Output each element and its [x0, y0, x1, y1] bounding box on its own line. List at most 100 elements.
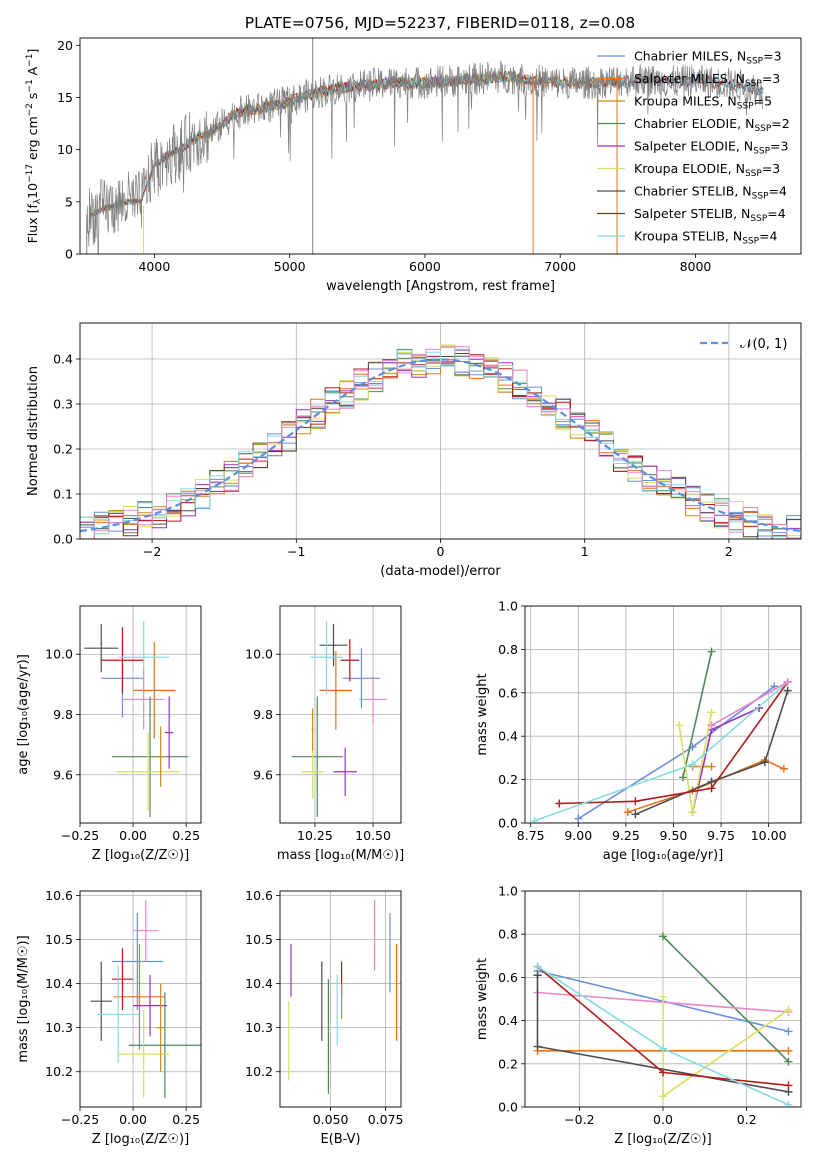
axes-frame — [279, 890, 402, 1108]
plot-area — [80, 891, 201, 1107]
y-tick-label: 10.2 — [45, 1064, 73, 1079]
legend-entry: Chabrier ELODIE, NSSP=2 — [634, 116, 790, 134]
x-tick-label: 0.2 — [737, 1112, 757, 1127]
x-tick-label: 10.00 — [751, 828, 787, 843]
marker-salpeter_stelib — [555, 799, 564, 808]
y-tick-label: 0.2 — [53, 442, 73, 457]
x-tick-label: −0.25 — [61, 828, 99, 843]
legend-entry: Chabrier MILES, NSSP=3 — [634, 49, 782, 67]
panel-z_mass: −0.25 0.00 0.25 10.2 10.3 10.4 10.5 10.6 Z [log₁… — [16, 888, 202, 1147]
x-tick-label: −2 — [143, 544, 161, 559]
axes-frame — [279, 605, 402, 824]
y-tick-label: 10.4 — [45, 976, 73, 991]
marker-chabrier_elodie — [659, 932, 667, 941]
marker-salpeter_miles — [784, 1046, 793, 1055]
y-tick-label: 0.4 — [53, 352, 73, 367]
y-tick-label: 0.0 — [498, 816, 518, 831]
y-tick-label: 0.2 — [498, 772, 518, 787]
y-axis-label: mass weight — [475, 673, 490, 755]
chart-title: PLATE=0756, MJD=52237, FIBERID=0118, z=0… — [245, 14, 635, 32]
y-tick-label: 10.6 — [245, 888, 273, 903]
x-tick-label: −1 — [287, 544, 305, 559]
panel-mass_age: 10.25 10.50 9.6 9.8 10.0 mass [log₁₀(M/M☉)] — [245, 605, 404, 863]
axes-frame — [524, 605, 802, 824]
marker-chabrier_miles — [784, 1027, 793, 1036]
x-tick-label: 9.75 — [707, 828, 735, 843]
legend-entry: Salpeter STELIB, NSSP=4 — [634, 206, 786, 224]
y-tick-label: 10 — [57, 142, 73, 157]
y-tick-label: 1.0 — [498, 599, 518, 614]
y-tick-label: 20 — [57, 38, 73, 53]
marker-salpeter_stelib — [631, 797, 640, 806]
x-tick-label: 0.00 — [119, 1112, 147, 1127]
x-axis-label: mass [log₁₀(M/M☉)] — [277, 848, 404, 863]
y-tick-label: 1.0 — [498, 884, 518, 899]
x-tick-label: 0 — [437, 544, 445, 559]
weight-line-salpeter_miles — [627, 759, 785, 813]
weight-line-chabrier_elodie — [662, 935, 790, 1063]
x-axis-label: (data-model)/error — [380, 564, 501, 579]
histogram-pink — [80, 346, 801, 539]
legend-entry: Kroupa ELODIE, NSSP=3 — [634, 161, 780, 179]
y-tick-label: 10.3 — [245, 1020, 273, 1035]
axes-frame — [79, 37, 802, 255]
marker-salpeter_stelib — [707, 784, 716, 793]
x-tick-label: 5000 — [274, 259, 306, 274]
histogram-kroupa_stelib — [80, 348, 801, 538]
marker-salpeter_stelib — [659, 1068, 667, 1077]
x-tick-label: 9.50 — [660, 828, 688, 843]
legend: 𝒩(0, 1) — [700, 337, 787, 352]
plot-area — [80, 323, 801, 539]
y-tick-label: 0.0 — [498, 1100, 518, 1115]
y-tick-label: 0.3 — [53, 397, 73, 412]
x-tick-label: 1 — [581, 544, 589, 559]
x-axis-label: wavelength [Angstrom, rest frame] — [326, 279, 555, 294]
y-tick-label: 0.0 — [53, 532, 73, 547]
marker-chabrier_stelib — [783, 686, 792, 695]
legend-entry: Salpeter ELODIE, NSSP=3 — [634, 139, 788, 157]
axes-frame — [79, 605, 202, 824]
marker-chabrier_stelib — [631, 810, 640, 819]
marker-chabrier_elodie — [678, 773, 687, 782]
y-tick-label: 15 — [57, 90, 73, 105]
y-tick-label: 0.6 — [498, 970, 518, 985]
x-axis-label: E(B-V) — [320, 1132, 360, 1147]
y-tick-label: 10.4 — [245, 976, 273, 991]
marker-kroupa_miles — [707, 762, 716, 771]
plot-area — [525, 891, 801, 1107]
y-tick-label: 0.6 — [498, 685, 518, 700]
axes-frame — [79, 322, 802, 540]
plot-area — [80, 606, 201, 823]
weight-line-salpeter_stelib — [559, 681, 789, 805]
marker-kroupa_stelib — [659, 1044, 667, 1053]
plot-area — [280, 891, 401, 1107]
panel-z_weight: −0.2 0.0 0.2 0.0 0.2 0.4 0.6 0.8 1.0 Z [log₁₀(Z/Z… — [475, 884, 802, 1147]
y-tick-label: 0.2 — [498, 1056, 518, 1071]
marker-kroupa_elodie — [675, 721, 684, 730]
x-axis-label: Z [log₁₀(Z/Z☉)] — [92, 848, 189, 863]
legend-entry: 𝒩(0, 1) — [740, 337, 787, 352]
y-tick-label: 10.0 — [245, 647, 273, 662]
panel-spectrum: 4000 5000 6000 7000 8000 0 5 10 15 20 wavelength [… — [25, 37, 802, 294]
y-tick-label: 9.6 — [53, 767, 73, 782]
y-tick-label: 10.5 — [245, 932, 273, 947]
marker-chabrier_elodie — [707, 647, 716, 656]
panel-z_age: −0.25 0.00 0.25 9.6 9.8 10.0 Z [log₁₀(Z/Z☉)] ag… — [16, 605, 202, 863]
x-tick-label: 8.75 — [517, 828, 545, 843]
y-tick-label: 0.8 — [498, 642, 518, 657]
x-tick-label: −0.25 — [61, 1112, 99, 1127]
marker-kroupa_stelib — [688, 760, 697, 769]
x-axis-label: Z [log₁₀(Z/Z☉)] — [614, 1132, 711, 1147]
x-tick-label: 0.075 — [368, 1112, 404, 1127]
marker-salpeter_miles — [623, 808, 632, 817]
weight-line-chabrier_stelib — [635, 690, 789, 816]
x-axis-label: age [log₁₀(age/yr)] — [603, 848, 724, 863]
legend-entry: Kroupa MILES, NSSP=5 — [634, 94, 772, 112]
x-tick-label: 9.00 — [564, 828, 592, 843]
marker-kroupa_elodie — [659, 1092, 667, 1101]
plot-area — [280, 606, 401, 823]
plot-area — [525, 606, 801, 823]
marker-chabrier_miles — [574, 814, 583, 823]
y-tick-label: 0.4 — [498, 1013, 518, 1028]
y-tick-label: 10.5 — [45, 932, 73, 947]
